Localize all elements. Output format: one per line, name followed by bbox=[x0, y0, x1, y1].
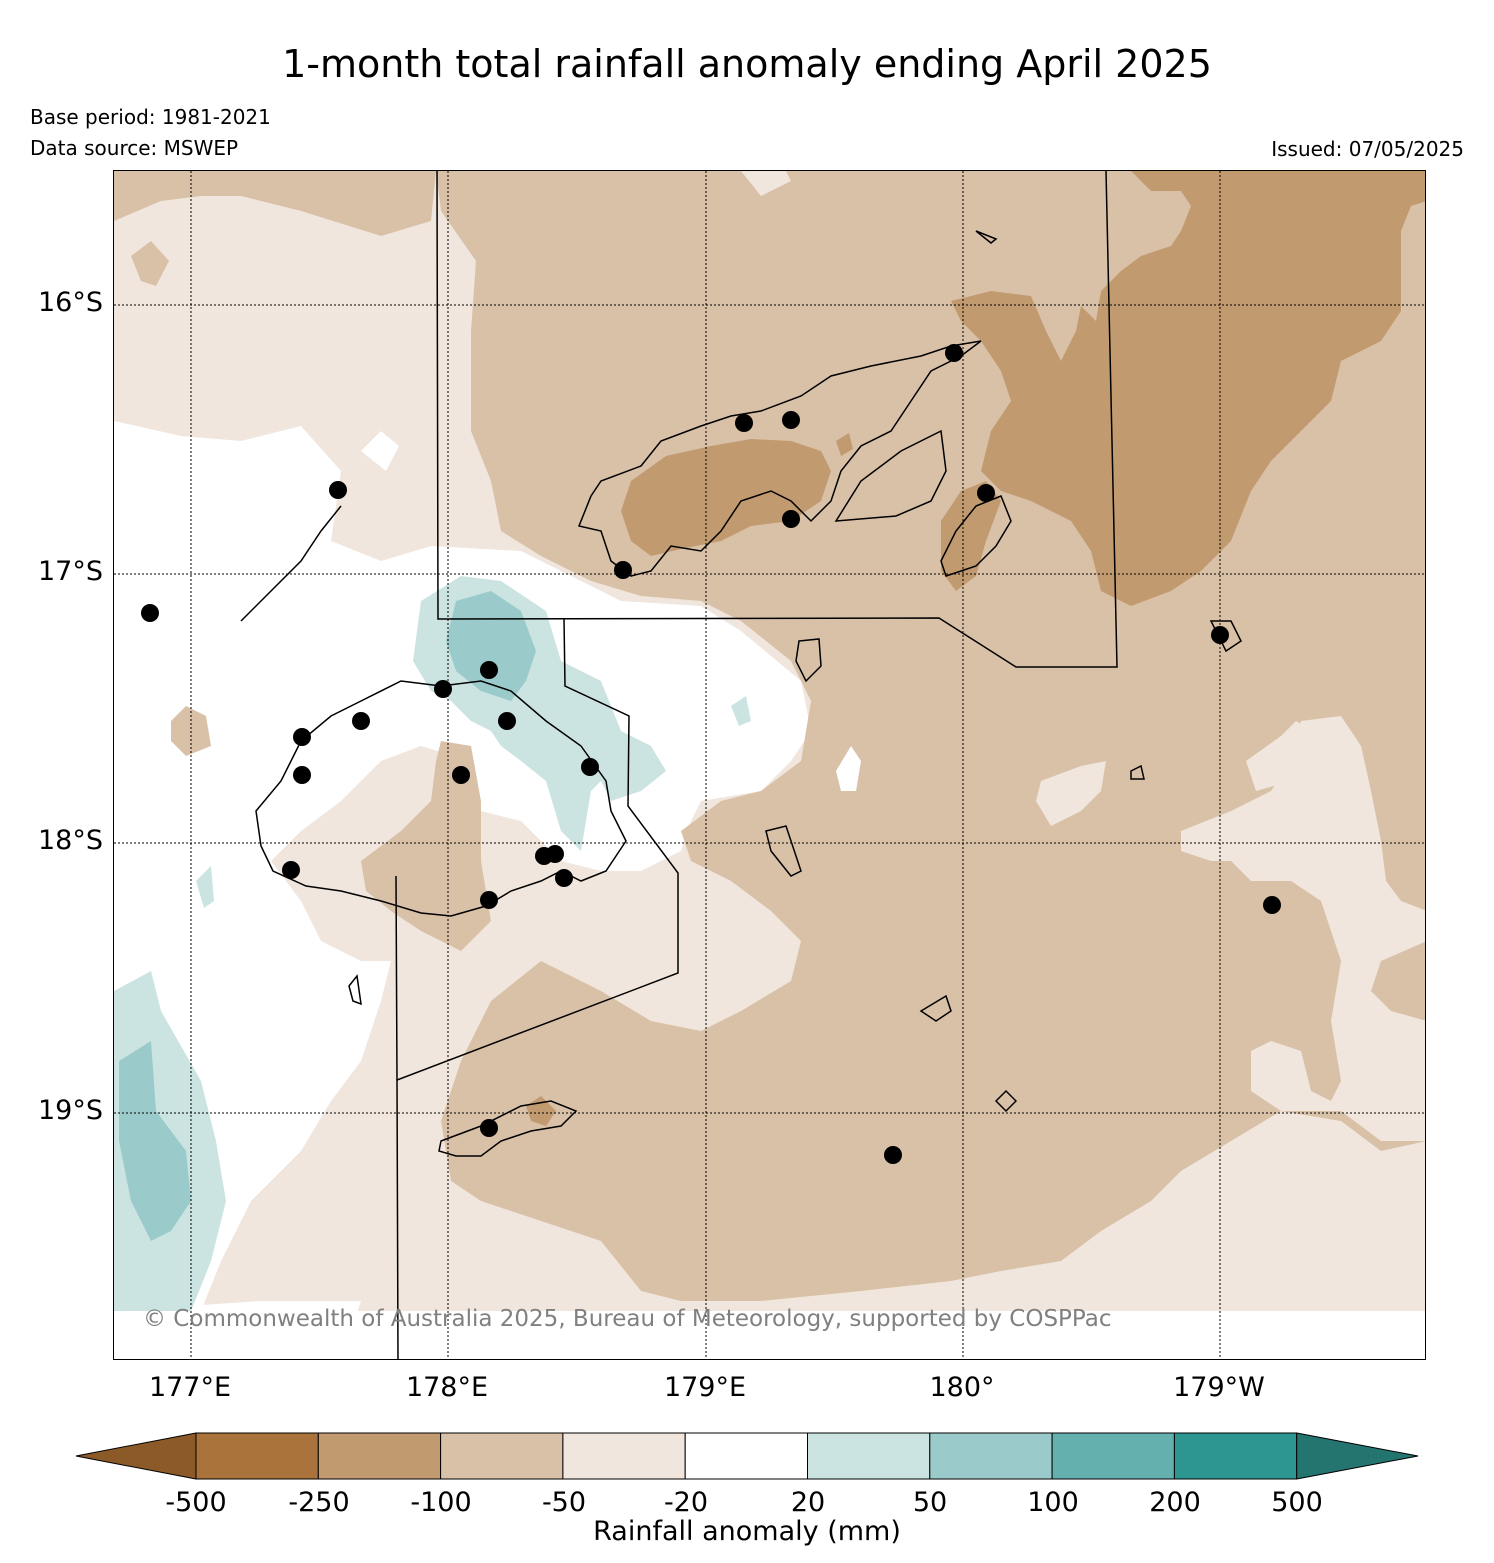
colorbar-label: -20 bbox=[663, 1487, 709, 1518]
lon-tick-179w: 179°W bbox=[1173, 1372, 1265, 1403]
colorbar-extend-high bbox=[1296, 1432, 1419, 1480]
colorbar-label: 100 bbox=[1027, 1487, 1079, 1518]
lon-tick-180: 180° bbox=[929, 1372, 995, 1403]
colorbar-title: Rainfall anomaly (mm) bbox=[593, 1516, 901, 1547]
colorbar-label: -50 bbox=[541, 1487, 587, 1518]
anomaly-fill-wet-50-west bbox=[119, 1041, 191, 1241]
lat-tick-16s: 16°S bbox=[38, 287, 103, 318]
colorbar-bin bbox=[929, 1432, 1053, 1480]
station-marker bbox=[782, 510, 800, 528]
station-marker bbox=[282, 861, 300, 879]
coastlines bbox=[240, 230, 1242, 1157]
anomaly-fill-neutral-south bbox=[114, 1311, 1425, 1359]
station-marker bbox=[480, 1119, 498, 1137]
graticule bbox=[114, 171, 1425, 1359]
station-marker bbox=[782, 411, 800, 429]
anomaly-fill-neutral-small bbox=[361, 431, 399, 471]
station-marker bbox=[1211, 626, 1229, 644]
anomaly-fill-dry-100-northeast bbox=[951, 171, 1425, 606]
colorbar-label: 50 bbox=[912, 1487, 948, 1518]
island-coast-1 bbox=[795, 638, 822, 683]
island-coast-6 bbox=[348, 974, 362, 1006]
map-title: 1-month total rainfall anomaly ending Ap… bbox=[282, 42, 1212, 86]
lon-tick-179e: 179°E bbox=[663, 1372, 747, 1403]
vanua-levu-east-coast bbox=[834, 429, 947, 522]
anomaly-fill-dry-100-taveuni bbox=[941, 481, 1001, 591]
lon-tick-178e: 178°E bbox=[405, 1372, 489, 1403]
station-marker bbox=[977, 484, 995, 502]
station-marker bbox=[480, 891, 498, 909]
rainfall-anomaly-map bbox=[114, 171, 1425, 1359]
anomaly-fill-dry-50-viti bbox=[361, 741, 491, 951]
anomaly-fill-dry-20-east-2 bbox=[1181, 716, 1425, 1141]
lat-tick-17s: 17°S bbox=[38, 556, 103, 587]
viti-levu-coast bbox=[255, 680, 627, 917]
colorbar-bin bbox=[317, 1432, 442, 1480]
station-marker bbox=[614, 561, 632, 579]
anomaly-fill-wet-20-small-2 bbox=[196, 866, 214, 908]
colorbar-label: 20 bbox=[790, 1487, 826, 1518]
colorbar-label: -500 bbox=[165, 1487, 227, 1518]
colorbar-extend-low bbox=[75, 1432, 197, 1480]
anomaly-fill-dry-50-north bbox=[114, 171, 436, 236]
station-marker bbox=[581, 758, 599, 776]
data-source: Data source: MSWEP bbox=[30, 136, 239, 160]
station-marker bbox=[293, 766, 311, 784]
island-coast-5 bbox=[1130, 764, 1145, 780]
station-marker bbox=[434, 680, 452, 698]
island-coast-3 bbox=[994, 1089, 1018, 1113]
taveuni-coast bbox=[940, 495, 1012, 577]
anomaly-fill-neutral-east bbox=[836, 746, 861, 791]
lon-tick-177e: 177°E bbox=[148, 1372, 232, 1403]
island-coast-7 bbox=[975, 230, 998, 244]
map-panel bbox=[113, 170, 1426, 1360]
colorbar-bin bbox=[1173, 1432, 1298, 1480]
station-marker bbox=[945, 344, 963, 362]
kadavu-coast bbox=[438, 1100, 578, 1157]
colorbar-label: 500 bbox=[1271, 1487, 1323, 1518]
station-marker bbox=[884, 1146, 902, 1164]
lat-tick-18s: 18°S bbox=[38, 825, 103, 856]
station-marker bbox=[141, 604, 159, 622]
colorbar-bin bbox=[195, 1432, 319, 1480]
station-marker bbox=[329, 481, 347, 499]
anomaly-fill-dry-20-east-3 bbox=[1246, 721, 1321, 791]
colorbar-label: 200 bbox=[1149, 1487, 1201, 1518]
anomaly-fill-neutral-sw bbox=[114, 1301, 361, 1359]
yasawa-coast bbox=[240, 505, 342, 622]
colorbar-label: -250 bbox=[288, 1487, 350, 1518]
anomaly-fill-wet-20-small bbox=[731, 696, 751, 726]
base-period: Base period: 1981-2021 bbox=[30, 105, 271, 129]
colorbar-bin bbox=[562, 1432, 686, 1480]
station-marker bbox=[293, 728, 311, 746]
colorbar-bin bbox=[807, 1432, 931, 1480]
koro-coast bbox=[765, 825, 802, 877]
anomaly-fill-dry-100-small bbox=[836, 433, 853, 456]
station-marker bbox=[452, 766, 470, 784]
colorbar-bin bbox=[684, 1432, 809, 1480]
vanua-levu-coast bbox=[577, 340, 982, 577]
colorbar-bin bbox=[1051, 1432, 1175, 1480]
anomaly-fill-dry-20-east-1 bbox=[1036, 761, 1106, 826]
issued-date: Issued: 07/05/2025 bbox=[1271, 137, 1464, 161]
station-marker bbox=[1263, 896, 1281, 914]
colorbar-label: -100 bbox=[410, 1487, 472, 1518]
division-boundaries bbox=[395, 171, 1118, 1359]
station-marker bbox=[546, 845, 564, 863]
station-marker bbox=[555, 869, 573, 887]
anomaly-fill-neutral-west bbox=[114, 421, 811, 1311]
station-marker bbox=[480, 661, 498, 679]
anomaly-fill-dry-20-east-4 bbox=[1201, 1181, 1216, 1211]
station-marker bbox=[735, 414, 753, 432]
colorbar-bin bbox=[440, 1432, 564, 1480]
lat-tick-19s: 19°S bbox=[38, 1095, 103, 1126]
anomaly-fill-dry-100-vanua bbox=[621, 439, 831, 556]
island-coast-2 bbox=[919, 994, 952, 1022]
station-marker bbox=[352, 712, 370, 730]
anomaly-fill-dry-50-small-2 bbox=[131, 241, 169, 286]
colorbar bbox=[75, 1432, 1419, 1480]
station-markers bbox=[141, 344, 1281, 1164]
station-marker bbox=[498, 712, 516, 730]
copyright-notice: © Commonwealth of Australia 2025, Bureau… bbox=[143, 1306, 1112, 1332]
